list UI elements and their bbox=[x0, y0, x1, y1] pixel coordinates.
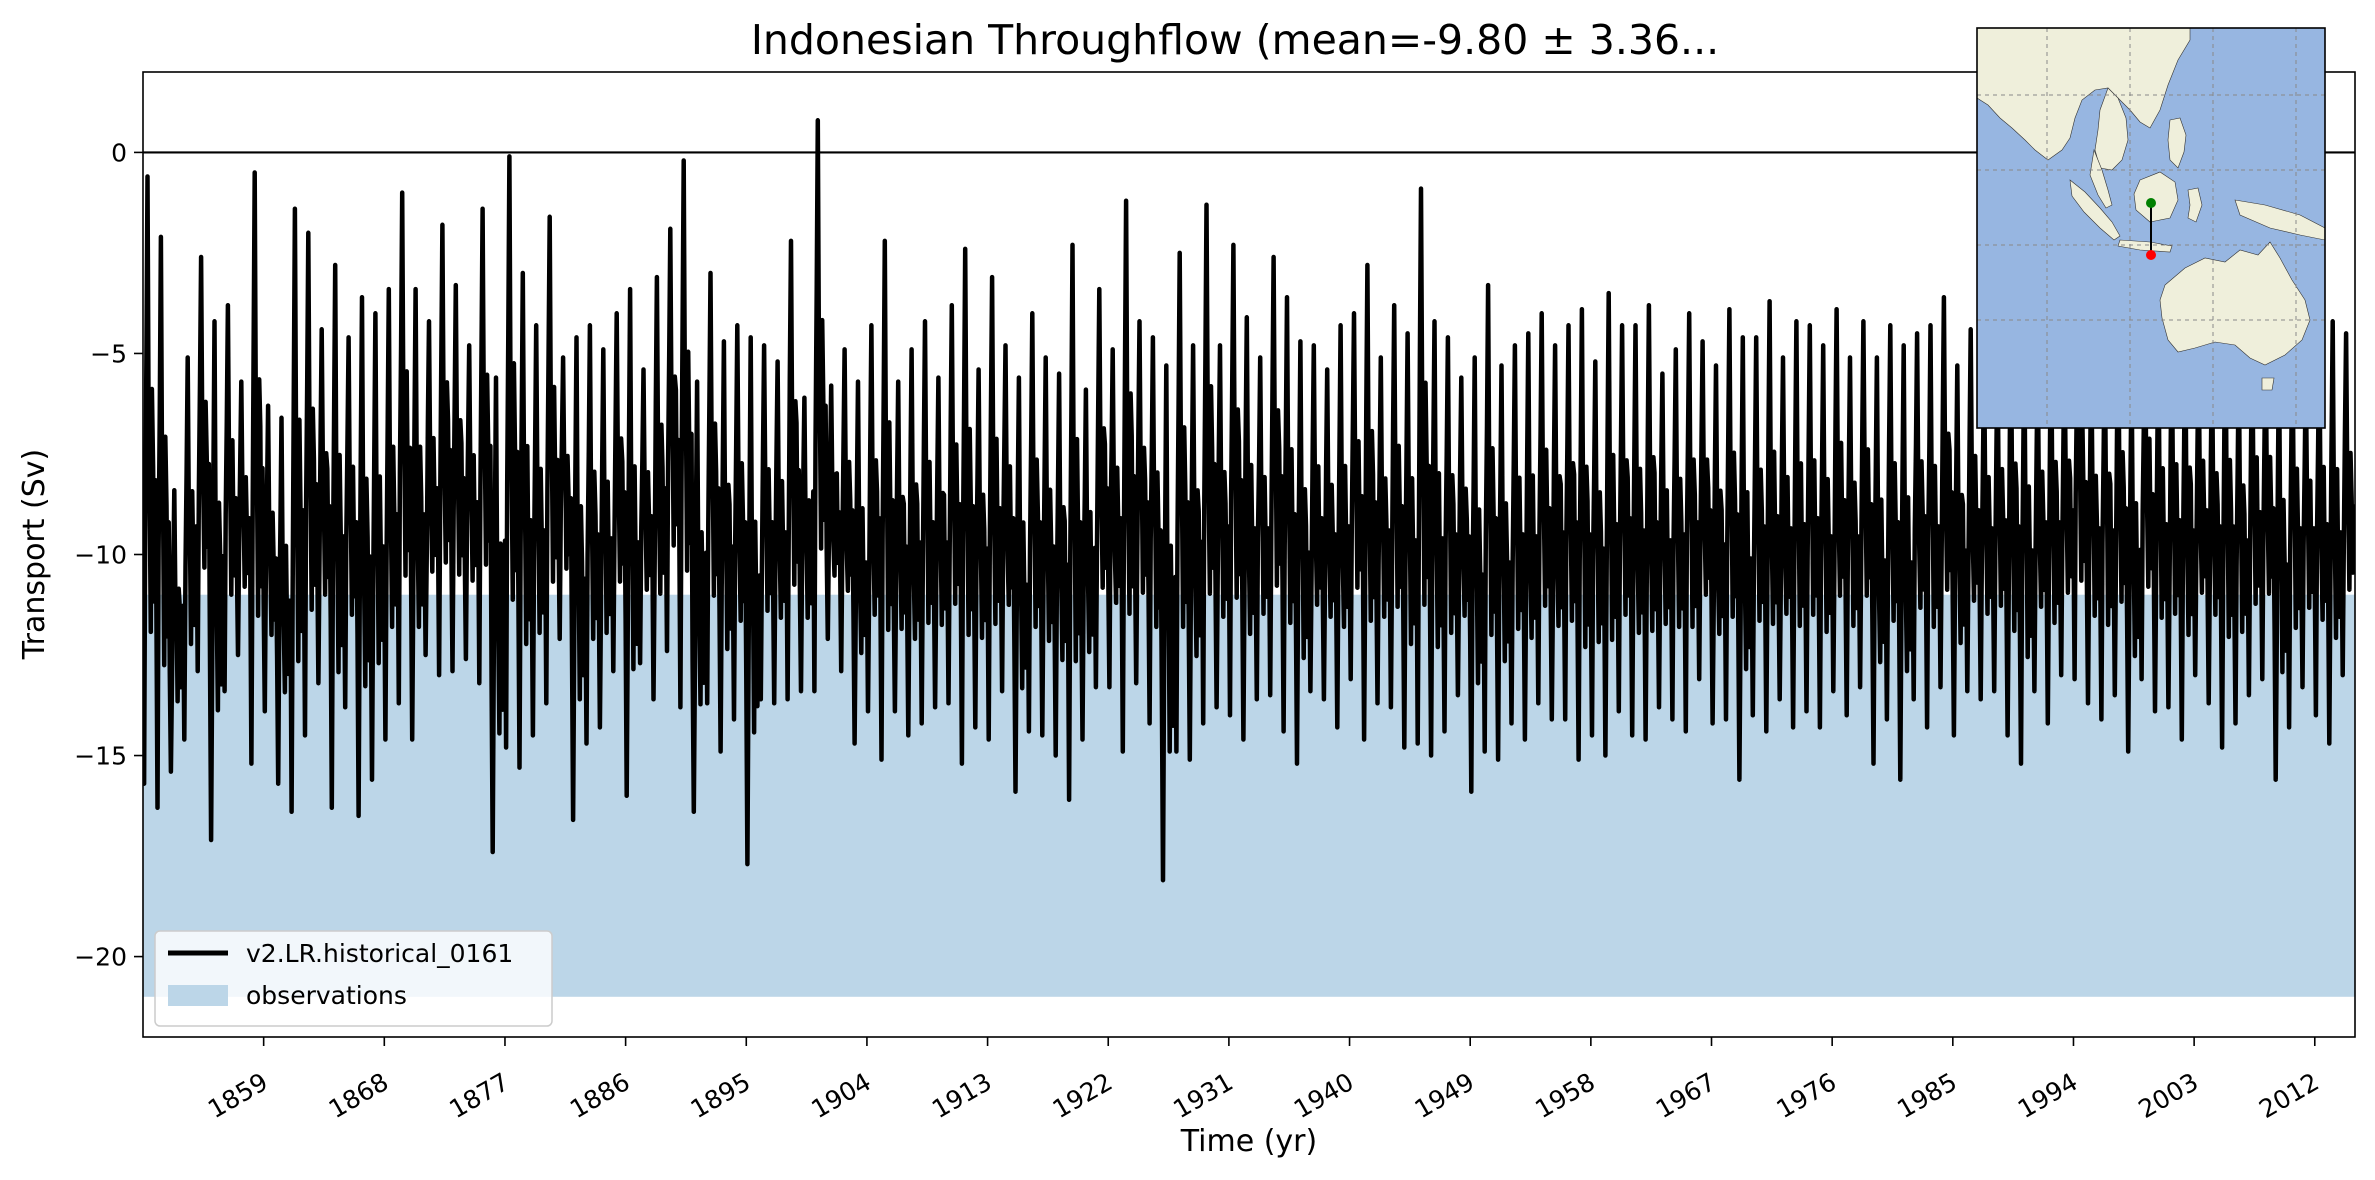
y-tick-label: 0 bbox=[111, 138, 127, 167]
y-tick-label: −15 bbox=[74, 742, 127, 771]
inset-map bbox=[1976, 27, 2326, 429]
x-tick-label: 1994 bbox=[2013, 1067, 2083, 1124]
x-tick-label: 1895 bbox=[686, 1067, 756, 1124]
x-tick-label: 1940 bbox=[1289, 1067, 1359, 1124]
philippines bbox=[2167, 117, 2187, 169]
tasmania bbox=[2261, 377, 2275, 391]
y-tick-label: −10 bbox=[74, 541, 127, 570]
x-tick-label: 1886 bbox=[565, 1067, 635, 1124]
sumatra bbox=[2069, 179, 2121, 241]
asia-landmass bbox=[1977, 28, 2191, 161]
x-tick-label: 1877 bbox=[444, 1067, 514, 1124]
x-tick-label: 1868 bbox=[324, 1067, 394, 1124]
series-line-0 bbox=[143, 118, 2355, 883]
y-tick-label: −20 bbox=[74, 943, 127, 972]
sulawesi bbox=[2187, 187, 2203, 223]
x-tick-label: 1913 bbox=[927, 1067, 997, 1124]
new-guinea bbox=[2234, 199, 2325, 241]
x-tick-label: 1904 bbox=[806, 1067, 876, 1124]
x-axis: 1859 1868 1877 1886 1895 1904 1913 1922 1931 1940… bbox=[203, 1037, 2324, 1124]
legend-band-swatch bbox=[168, 985, 228, 1006]
legend-entry-series: v2.LR.historical_0161 bbox=[246, 939, 513, 968]
y-axis-label: Transport (Sv) bbox=[17, 449, 52, 661]
legend-entry-observations: observations bbox=[246, 981, 407, 1010]
x-tick-label: 1931 bbox=[1168, 1067, 1238, 1124]
x-tick-label: 1967 bbox=[1651, 1067, 1721, 1124]
chart-title: Indonesian Throughflow (mean=-9.80 ± 3.3… bbox=[751, 16, 1719, 64]
plot-area bbox=[143, 118, 2355, 997]
x-tick-label: 2012 bbox=[2254, 1067, 2324, 1124]
x-tick-label: 1976 bbox=[1772, 1067, 1842, 1124]
x-axis-label: Time (yr) bbox=[1180, 1124, 1317, 1159]
x-tick-label: 1985 bbox=[1892, 1067, 1962, 1124]
section-start-marker bbox=[2146, 198, 2156, 208]
x-tick-label: 1859 bbox=[203, 1067, 273, 1124]
southeast-asia-peninsula bbox=[2094, 87, 2129, 171]
borneo bbox=[2133, 171, 2179, 223]
section-end-marker bbox=[2146, 250, 2156, 260]
observations-band bbox=[143, 594, 2355, 997]
australia bbox=[2159, 241, 2311, 366]
legend-box bbox=[154, 930, 553, 1027]
x-tick-label: 2003 bbox=[2134, 1067, 2204, 1124]
x-tick-label: 1949 bbox=[1410, 1067, 1480, 1124]
inset-gridlines bbox=[1977, 28, 2325, 428]
inset-frame bbox=[1976, 27, 2326, 429]
legend: v2.LR.historical_0161 observations bbox=[154, 930, 553, 1027]
x-tick-label: 1922 bbox=[1048, 1067, 1118, 1124]
y-axis: 0 −5 −10 −15 −20 bbox=[74, 138, 143, 972]
y-tick-label: −5 bbox=[90, 339, 127, 368]
x-tick-label: 1958 bbox=[1530, 1067, 1600, 1124]
malay-peninsula bbox=[2089, 148, 2113, 209]
